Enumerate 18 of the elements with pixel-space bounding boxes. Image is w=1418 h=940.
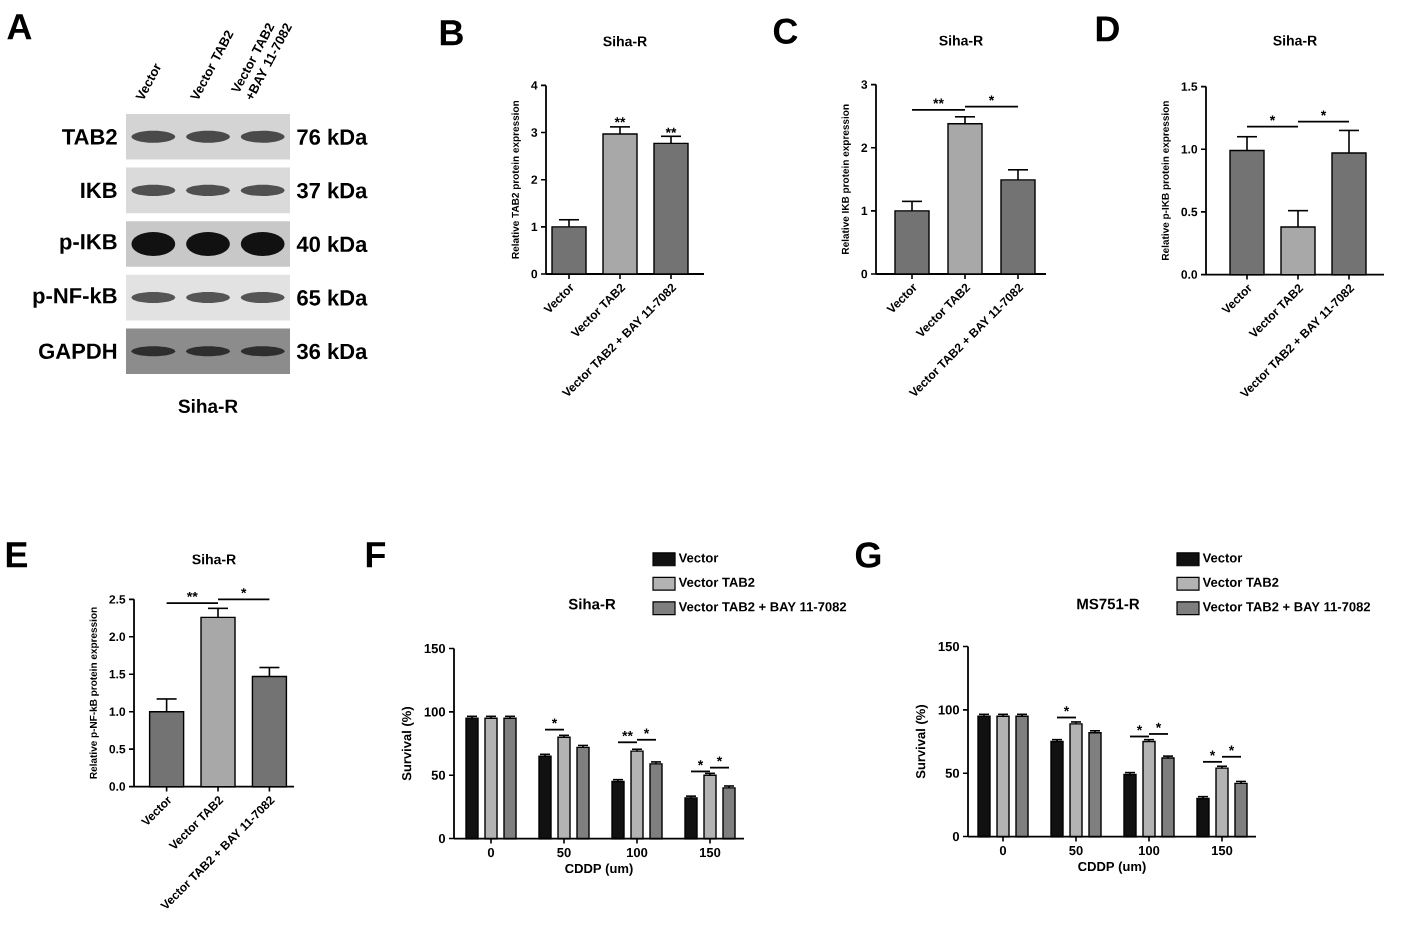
category-label: TAB2: [62, 129, 117, 145]
category-label: p-IKB: [60, 234, 117, 254]
category-label: 65 kDa: [297, 289, 368, 306]
text: A: [7, 14, 32, 40]
text: D: [1096, 16, 1119, 42]
category-label: 36 kDa: [296, 343, 368, 360]
category-label: 37 kDa: [296, 182, 368, 199]
text: C: [773, 18, 798, 44]
category-label: GAPDH: [39, 343, 117, 359]
category-label: 40 kDa: [296, 235, 368, 253]
category-label: 76 kDa: [297, 128, 368, 145]
text: F: [366, 542, 386, 568]
category-label: p-NF-kB: [33, 287, 117, 308]
text: G: [855, 542, 881, 568]
text: E: [6, 542, 28, 568]
text: Siha-R: [178, 399, 238, 413]
category-label: IKB: [81, 182, 117, 198]
text: B: [440, 20, 463, 46]
